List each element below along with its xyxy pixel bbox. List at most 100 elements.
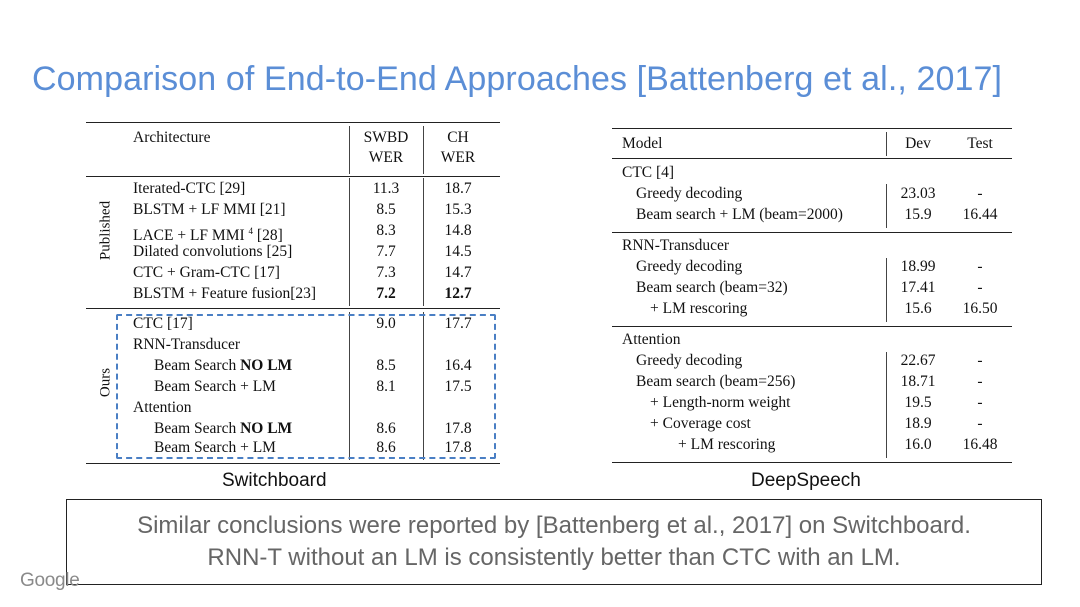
ds-row-name: + Coverage cost <box>650 415 751 432</box>
ds-row-test: - <box>977 394 983 411</box>
col-rule-attention <box>886 352 887 458</box>
ds-row-dev: 18.9 <box>904 415 932 432</box>
published-row-name: LACE + LF MMI 4 [28] <box>133 221 283 246</box>
ds-row-dev: 19.5 <box>904 394 932 411</box>
header-architecture: Architecture <box>133 129 211 146</box>
col-rule-1-published <box>349 178 350 306</box>
ds-row-name: Greedy decoding <box>636 352 743 369</box>
ds-row-test: - <box>977 279 983 296</box>
ours-row-ch: 17.8 <box>444 439 472 456</box>
ds-row-dev: 16.0 <box>904 436 932 453</box>
ours-row-ch: 17.7 <box>444 315 472 332</box>
ours-row-name: CTC [17] <box>133 315 193 332</box>
published-row-ch-best: 12.7 <box>444 285 472 302</box>
ds-row-dev: 18.99 <box>900 258 936 275</box>
ds-row-test: - <box>977 185 983 202</box>
ds-row-name: Greedy decoding <box>636 185 743 202</box>
ds-row-name: Beam search (beam=32) <box>636 279 788 296</box>
no-lm-emphasis: NO LM <box>240 420 293 437</box>
published-row-swbd: 7.3 <box>376 264 396 281</box>
col-rule-2-published <box>423 178 424 306</box>
table-rule-header <box>612 158 1012 159</box>
ds-row-dev: 17.41 <box>900 279 936 296</box>
ours-row-name: Beam Search + LM <box>154 378 276 395</box>
col-rule-2-ours <box>423 312 424 460</box>
row-name-text: LACE + LF MMI <box>133 227 245 245</box>
switchboard-table: Architecture SWBD WER CH WER Published O… <box>86 122 500 464</box>
ds-row-test: - <box>977 415 983 432</box>
col-rule-2-header <box>423 126 424 174</box>
ours-row-swbd: 9.0 <box>376 315 396 332</box>
group-label-published: Published <box>97 200 114 261</box>
deepspeech-table: Model Dev Test CTC [4] Greedy decoding 2… <box>612 128 1012 464</box>
published-row-name: BLSTM + LF MMI [21] <box>133 201 286 218</box>
deepspeech-caption: DeepSpeech <box>751 470 861 491</box>
table-rule-bottom <box>86 463 500 464</box>
ours-group-name: RNN-Transducer <box>133 336 241 353</box>
header-ch-2: WER <box>440 149 476 166</box>
table-rule-top <box>612 128 1012 129</box>
ours-row-name: Beam Search NO LM <box>154 419 292 439</box>
ds-row-dev: 15.6 <box>904 300 932 317</box>
conclusion-line-2: RNN-T without an LM is consistently bett… <box>207 544 901 571</box>
ours-row-swbd: 8.5 <box>376 357 396 374</box>
published-row-ch: 14.7 <box>444 264 472 281</box>
published-row-swbd: 8.3 <box>376 222 396 239</box>
ds-row-name: + LM rescoring <box>650 300 748 317</box>
ds-row-name: Beam search (beam=256) <box>636 373 796 390</box>
ds-row-name: + LM rescoring <box>678 436 776 453</box>
ours-row-ch: 17.8 <box>444 420 472 437</box>
col-rule-header <box>886 132 887 156</box>
ds-row-dev: 18.71 <box>900 373 936 390</box>
google-logo: Google <box>20 570 80 591</box>
published-row-swbd: 11.3 <box>372 180 400 197</box>
published-row-swbd-best: 7.2 <box>376 285 396 302</box>
published-row-ch: 14.8 <box>444 222 472 239</box>
table-rule-top <box>86 122 500 123</box>
published-row-name: Iterated-CTC [29] <box>133 180 246 197</box>
ours-group-name: Attention <box>133 399 192 416</box>
section-title: RNN-Transducer <box>622 237 730 254</box>
ds-row-test: 16.44 <box>962 206 998 223</box>
ours-row-ch: 16.4 <box>444 357 472 374</box>
group-label-ours: Ours <box>97 367 114 398</box>
ds-row-dev: 23.03 <box>900 185 936 202</box>
section-title: CTC [4] <box>622 164 675 181</box>
published-row-name: Dilated convolutions [25] <box>133 243 293 260</box>
conclusion-box: Similar conclusions were reported by [Ba… <box>66 499 1042 585</box>
section-title: Attention <box>622 331 681 348</box>
published-row-name: CTC + Gram-CTC [17] <box>133 264 280 281</box>
slide-title: Comparison of End-to-End Approaches [Bat… <box>32 60 1003 98</box>
table-rule-group <box>86 308 500 309</box>
ds-row-test: - <box>977 258 983 275</box>
ds-row-test: - <box>977 373 983 390</box>
header-ch-1: CH <box>447 129 469 146</box>
no-lm-emphasis: NO LM <box>240 357 293 374</box>
header-test: Test <box>967 135 993 152</box>
row-name-text: Beam Search <box>154 357 241 374</box>
ours-row-swbd: 8.1 <box>376 378 396 395</box>
table-rule-bottom <box>612 462 1012 463</box>
header-model: Model <box>622 135 663 152</box>
ds-row-test: 16.50 <box>962 300 998 317</box>
table-rule-section <box>612 232 1012 233</box>
conclusion-line-1: Similar conclusions were reported by [Ba… <box>137 512 971 539</box>
ds-row-name: Beam search + LM (beam=2000) <box>636 206 843 223</box>
header-swbd-2: WER <box>368 149 404 166</box>
col-rule-1-ours <box>349 312 350 460</box>
row-ref-text: [28] <box>253 227 283 245</box>
table-rule-section <box>612 326 1012 327</box>
ds-row-name: + Length-norm weight <box>650 394 791 411</box>
ours-row-swbd: 8.6 <box>376 420 396 437</box>
ours-row-name: Beam Search NO LM <box>154 356 292 376</box>
ours-highlight-box <box>116 314 496 459</box>
col-rule-ctc <box>886 184 887 228</box>
ds-row-dev: 22.67 <box>900 352 936 369</box>
ds-row-dev: 15.9 <box>904 206 932 223</box>
header-swbd-1: SWBD <box>363 129 409 146</box>
ours-row-ch: 17.5 <box>444 378 472 395</box>
published-row-swbd: 8.5 <box>376 201 396 218</box>
ours-row-swbd: 8.6 <box>376 439 396 456</box>
row-name-text: Beam Search <box>154 420 241 437</box>
footnote-marker: 4 <box>248 226 254 236</box>
